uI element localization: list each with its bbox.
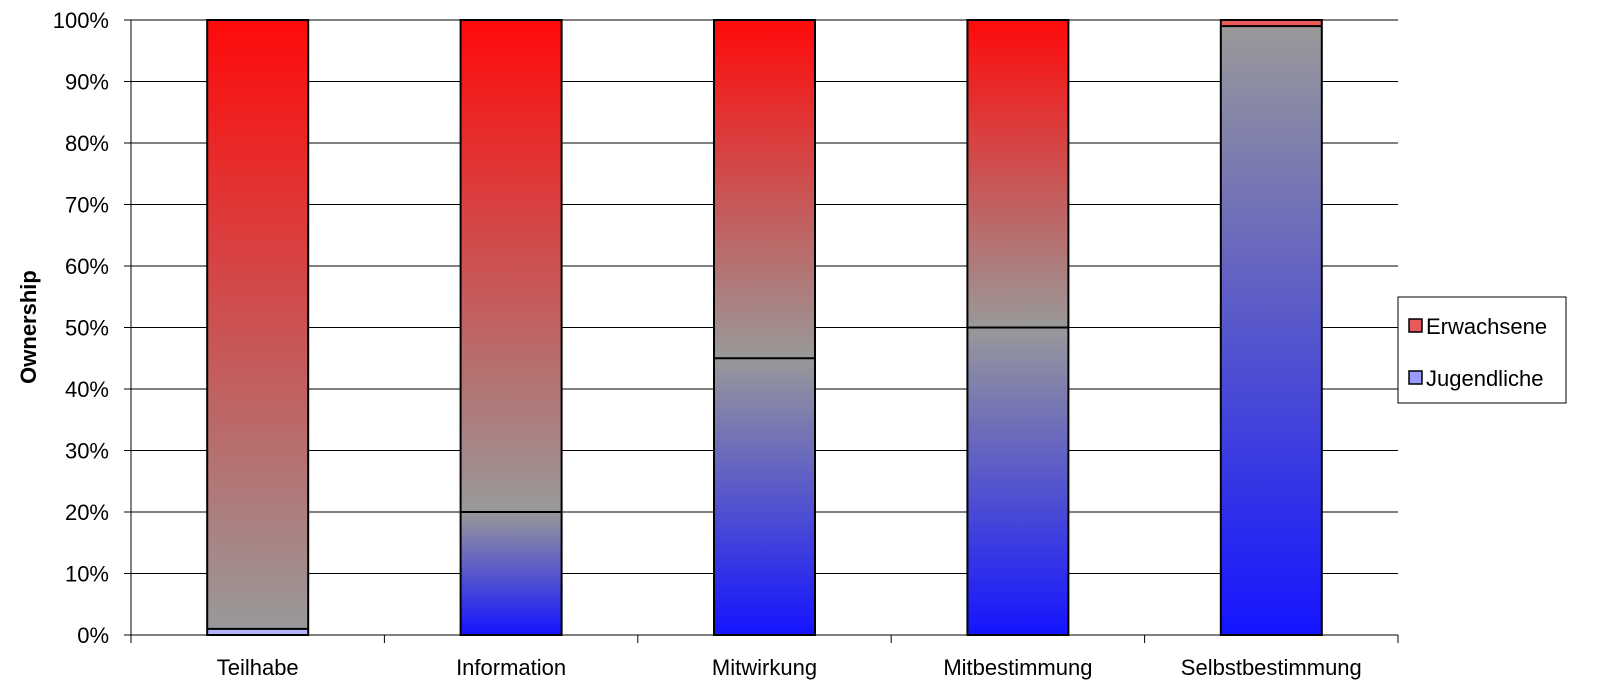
y-tick-label: 70%	[65, 193, 109, 218]
y-tick-label: 80%	[65, 131, 109, 156]
y-tick-label: 90%	[65, 70, 109, 95]
y-tick-label: 30%	[65, 439, 109, 464]
x-tick-label: Selbstbestimmung	[1181, 655, 1362, 680]
legend-label-erwachsene: Erwachsene	[1426, 314, 1547, 339]
bars	[206, 19, 1323, 636]
legend-swatch-jugendliche	[1408, 370, 1423, 385]
x-tick-label: Information	[456, 655, 566, 680]
y-tick-label: 60%	[65, 254, 109, 279]
bar-information	[459, 19, 563, 636]
y-tick-label: 100%	[53, 8, 109, 33]
legend-label-jugendliche: Jugendliche	[1426, 366, 1543, 391]
y-tick-label: 50%	[65, 316, 109, 341]
x-tick-label: Mitwirkung	[712, 655, 817, 680]
legend: Erwachsene Jugendliche	[1397, 296, 1567, 404]
bar-teilhabe	[206, 19, 310, 636]
y-tick-label: 0%	[77, 623, 109, 648]
y-tick-label: 40%	[65, 377, 109, 402]
legend-box	[1397, 296, 1567, 404]
y-tick-label: 20%	[65, 500, 109, 525]
y-tick-label: 10%	[65, 562, 109, 587]
x-tick-label: Mitbestimmung	[943, 655, 1092, 680]
x-tick-label: Teilhabe	[217, 655, 299, 680]
axes: 0% 10% 20% 30% 40% 50% 60% 70% 80% 90% 100% Teilhab…	[53, 8, 1399, 680]
y-axis-title: Ownership	[16, 270, 41, 384]
bar-selbstbestimmung	[1219, 19, 1323, 636]
legend-swatch-erwachsene	[1408, 318, 1423, 333]
bar-mitwirkung	[713, 19, 816, 636]
